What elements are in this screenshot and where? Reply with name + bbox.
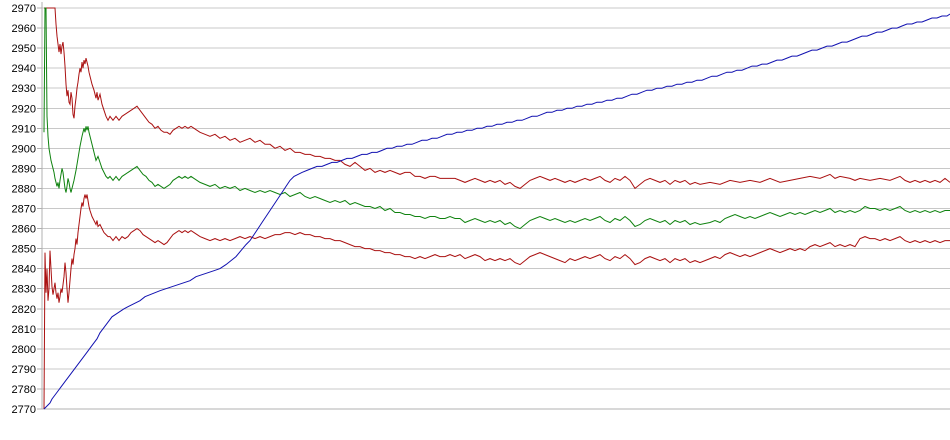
- y-axis-label: 2860: [12, 224, 36, 236]
- y-axis-label: 2900: [12, 143, 36, 155]
- y-axis-label: 2820: [12, 304, 36, 316]
- y-axis-label: 2770: [12, 404, 36, 416]
- series-blue-rising-line: [43, 13, 950, 410]
- y-axis-label: 2850: [12, 244, 36, 256]
- series-upper-red-line: [44, 7, 950, 190]
- y-axis-label: 2870: [12, 204, 36, 216]
- y-axis-label: 2890: [12, 163, 36, 175]
- y-axis-label: 2960: [12, 23, 36, 35]
- y-axis-label: 2930: [12, 83, 36, 95]
- y-axis-label: 2920: [12, 103, 36, 115]
- y-axis-label: 2830: [12, 284, 36, 296]
- y-axis-label: 2810: [12, 324, 36, 336]
- series-green-mid-line: [43, 7, 950, 230]
- series-lower-red-line: [43, 194, 950, 410]
- y-axis-label: 2970: [12, 3, 36, 15]
- y-axis-label: 2780: [12, 384, 36, 396]
- y-axis-label: 2950: [12, 43, 36, 55]
- y-axis-label: 2910: [12, 123, 36, 135]
- y-axis-label: 2790: [12, 364, 36, 376]
- y-axis-label: 2840: [12, 264, 36, 276]
- y-axis-label: 2880: [12, 183, 36, 195]
- y-axis-label: 2800: [12, 344, 36, 356]
- y-axis-label: 2940: [12, 63, 36, 75]
